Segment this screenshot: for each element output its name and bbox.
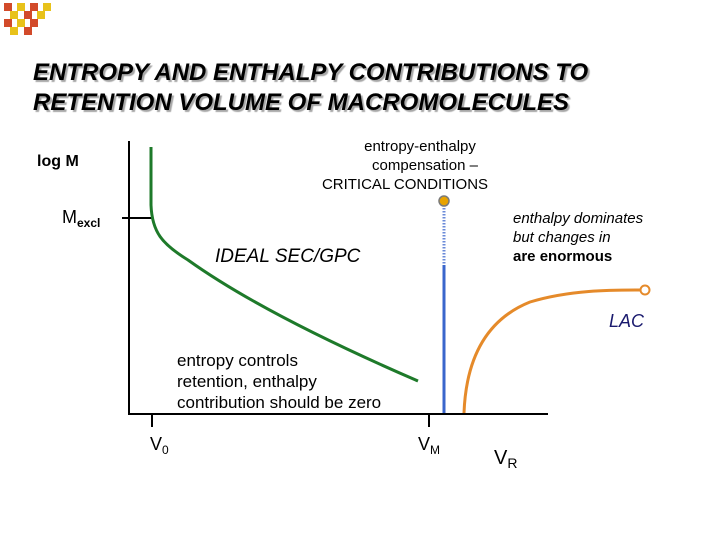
logo-square (17, 3, 25, 11)
vm-label-sub: M (430, 443, 441, 457)
vm-label-main: V (418, 434, 431, 454)
enthalpy-annotation: enthalpy dominates but changes in are en… (513, 209, 643, 266)
ideal-sec-label: IDEAL SEC/GPC (215, 246, 361, 267)
lac-marker (639, 284, 651, 296)
vr-label-sub: R (507, 455, 518, 471)
logo-square (17, 19, 25, 27)
entropy-annotation-line-1: entropy controls (177, 351, 298, 370)
logo-square (4, 19, 12, 27)
y-axis-label: log M (37, 153, 79, 170)
vr-label: VR (494, 447, 517, 471)
logo-square (30, 19, 38, 27)
logo-square (10, 11, 18, 19)
entropy-annotation: entropy controls retention, enthalpy con… (177, 350, 381, 413)
page-title: ENTROPY AND ENTHALPY CONTRIBUTIONS TO RE… (33, 58, 703, 118)
logo-square (10, 27, 18, 35)
entropy-annotation-line-3: contribution should be zero (177, 393, 382, 412)
entropy-annotation-line-2: retention, enthalpy (177, 372, 317, 391)
logo-square (43, 3, 51, 11)
mexcl-label-sub: excl (77, 216, 101, 230)
critical-marker (438, 195, 450, 207)
critical-annotation-line-1: entropy-enthalpy (364, 138, 476, 155)
v0-label: V0 (150, 434, 169, 457)
critical-conditions-annotation: entropy-enthalpy compensation – CRITICAL… (290, 137, 520, 194)
vm-label: VM (418, 434, 440, 457)
enthalpy-annotation-line-1: enthalpy dominates (513, 210, 644, 227)
v0-label-main: V (150, 434, 163, 454)
logo-square (30, 3, 38, 11)
lac-curve (462, 288, 641, 414)
logo-square (24, 27, 32, 35)
title-line-2: RETENTION VOLUME OF MACROMOLECULES (33, 89, 569, 116)
v0-label-sub: 0 (162, 443, 169, 457)
sec-curve (149, 147, 419, 383)
title-line-1: ENTROPY AND ENTHALPY CONTRIBUTIONS TO (33, 59, 589, 86)
logo-square (4, 3, 12, 11)
critical-annotation-line-3: CRITICAL CONDITIONS (321, 176, 489, 193)
critical-annotation-line-2: compensation – (372, 157, 478, 174)
vr-label-main: V (494, 447, 508, 469)
lac-label: LAC (609, 311, 645, 331)
mexcl-label: Mexcl (62, 207, 100, 230)
logo-square (37, 11, 45, 19)
enthalpy-annotation-line-3: are enormous (513, 248, 613, 265)
logo-square (24, 11, 32, 19)
mexcl-label-main: M (62, 207, 77, 227)
enthalpy-annotation-line-2: but changes in (513, 229, 611, 246)
